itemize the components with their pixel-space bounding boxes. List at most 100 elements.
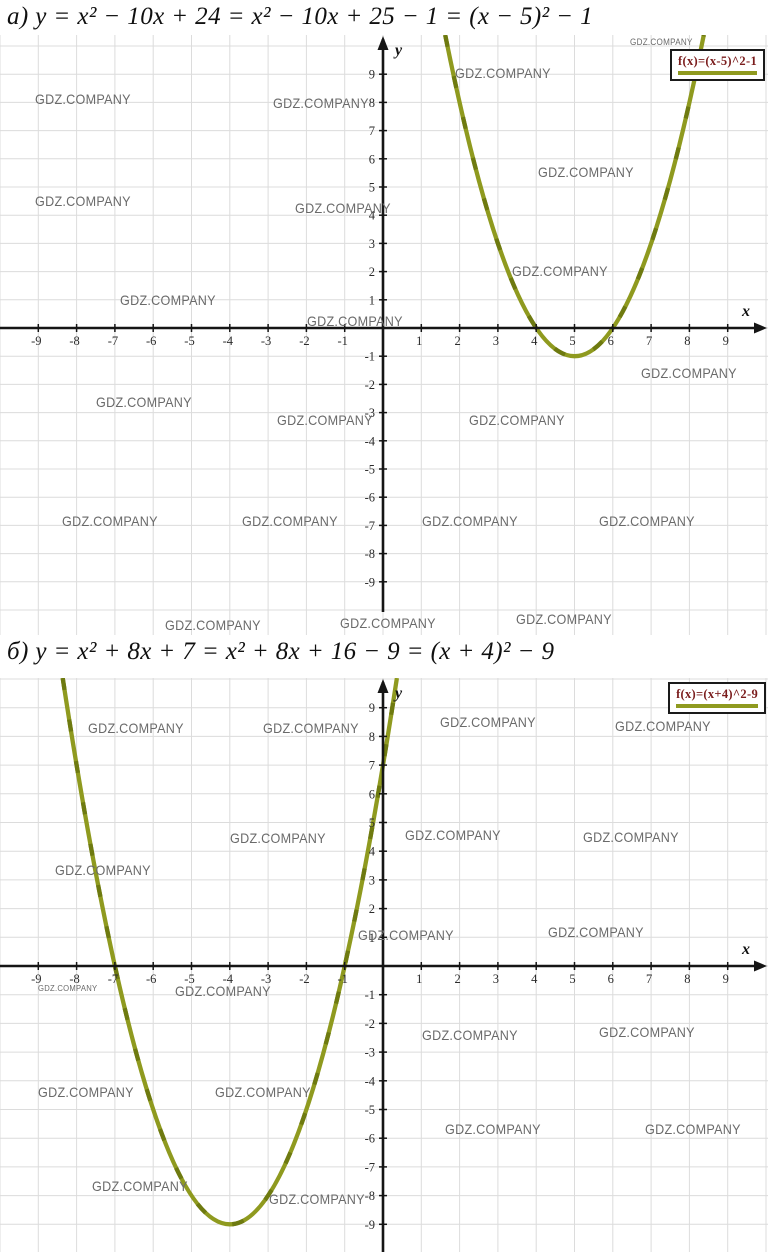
watermark: GDZ.COMPANY bbox=[215, 1084, 311, 1100]
x-tick-label: 2 bbox=[454, 972, 460, 986]
y-tick-label: -4 bbox=[365, 434, 376, 448]
y-tick-label: 8 bbox=[369, 730, 375, 744]
graph-b: -9 -8 -7 -6 -5 -4 -3 -2 -1 1 2 3 4 5 6 7 8 9 9 8 7 6 5 4 3 2 1 -1 -2… bbox=[0, 678, 768, 1252]
x-tick-label: 5 bbox=[569, 972, 575, 986]
y-tick-label: -6 bbox=[365, 1132, 375, 1146]
x-tick-label: -3 bbox=[261, 972, 271, 986]
x-tick-label: 7 bbox=[646, 972, 652, 986]
y-tick-label: -8 bbox=[365, 547, 375, 561]
watermark: GDZ.COMPANY bbox=[38, 1084, 134, 1100]
y-tick-label: -7 bbox=[365, 1160, 375, 1174]
watermark: GDZ.COMPANY bbox=[405, 827, 501, 843]
y-tick-label: -8 bbox=[365, 1189, 375, 1203]
x-axis-arrow bbox=[754, 322, 767, 334]
x-tick-label: -4 bbox=[223, 972, 234, 986]
watermark: GDZ.COMPANY bbox=[422, 1027, 518, 1043]
y-tick-label: 9 bbox=[369, 68, 375, 82]
y-tick-label: -5 bbox=[365, 1103, 375, 1117]
watermark: GDZ.COMPANY bbox=[35, 91, 131, 107]
x-tick-label: -5 bbox=[184, 334, 194, 348]
watermark: GDZ.COMPANY bbox=[615, 718, 711, 734]
x-axis-title: x bbox=[741, 941, 750, 958]
y-tick-label: 4 bbox=[369, 845, 376, 859]
watermark: GDZ.COMPANY bbox=[512, 263, 608, 279]
watermark: GDZ.COMPANY bbox=[277, 412, 373, 428]
plot-b-canvas: -9 -8 -7 -6 -5 -4 -3 -2 -1 1 2 3 4 5 6 7 8 9 9 8 7 6 5 4 3 2 1 -1 -2… bbox=[0, 678, 768, 1252]
x-tick-label: 8 bbox=[684, 972, 690, 986]
y-tick-label: 6 bbox=[369, 152, 375, 166]
watermark: GDZ.COMPANY bbox=[641, 365, 737, 381]
parabola-curve-shading bbox=[60, 678, 400, 1227]
legend-b-label: f(x)=(x+4)^2-9 bbox=[676, 687, 758, 701]
watermark: GDZ.COMPANY bbox=[599, 1024, 695, 1040]
y-tick-label: 8 bbox=[369, 96, 375, 110]
x-tick-label: -7 bbox=[108, 972, 118, 986]
y-tick-label: 4 bbox=[369, 209, 376, 223]
watermark: GDZ.COMPANY bbox=[516, 611, 612, 627]
watermark: GDZ.COMPANY bbox=[358, 927, 454, 943]
watermark: GDZ.COMPANY bbox=[548, 924, 644, 940]
watermark: GDZ.COMPANY bbox=[55, 862, 151, 878]
y-tick-label: -6 bbox=[365, 491, 375, 505]
y-axis-arrow bbox=[377, 36, 389, 50]
watermark: GDZ.COMPANY bbox=[440, 714, 536, 730]
watermark: GDZ.COMPANY bbox=[120, 292, 216, 308]
y-tick-label: 7 bbox=[369, 759, 375, 773]
x-axis-arrow bbox=[754, 960, 767, 972]
watermark: GDZ.COMPANY bbox=[242, 513, 338, 529]
x-tick-label: 9 bbox=[723, 972, 729, 986]
y-tick-label: 5 bbox=[369, 181, 375, 195]
x-tick-label: -6 bbox=[146, 334, 156, 348]
watermark: GDZ.COMPANY bbox=[88, 720, 184, 736]
y-tick-label: 6 bbox=[369, 787, 375, 801]
y-tick-label: -2 bbox=[365, 378, 375, 392]
watermark: GDZ.COMPANY bbox=[35, 193, 131, 209]
x-tick-label: 5 bbox=[569, 334, 575, 348]
graph-a: -9 -8 -7 -6 -5 -4 -3 -2 -1 1 2 3 4 5 6 7 8 9 9 8 7 6 5 4 3 2 1 -1 -2… bbox=[0, 35, 768, 635]
watermark: GDZ.COMPANY bbox=[92, 1178, 188, 1194]
x-tick-label: 7 bbox=[646, 334, 652, 348]
legend-a-label: f(x)=(x-5)^2-1 bbox=[678, 54, 757, 68]
x-tick-label: 6 bbox=[608, 334, 614, 348]
equation-a: a) y = x² − 10x + 24 = x² − 10x + 25 − 1… bbox=[7, 3, 593, 30]
watermark: GDZ.COMPANY bbox=[230, 830, 326, 846]
y-axis-arrow bbox=[377, 679, 389, 693]
watermark: GDZ.COMPANY bbox=[38, 983, 98, 993]
y-tick-label: 5 bbox=[369, 816, 375, 830]
legend-a: f(x)=(x-5)^2-1 bbox=[670, 49, 765, 81]
x-tick-label: 2 bbox=[454, 334, 460, 348]
x-tick-label: -1 bbox=[337, 334, 347, 348]
watermark: GDZ.COMPANY bbox=[455, 65, 551, 81]
y-tick-label: 2 bbox=[369, 265, 375, 279]
watermark: GDZ.COMPANY bbox=[175, 983, 271, 999]
plot-a-canvas: -9 -8 -7 -6 -5 -4 -3 -2 -1 1 2 3 4 5 6 7 8 9 9 8 7 6 5 4 3 2 1 -1 -2… bbox=[0, 35, 768, 635]
x-tick-label: -5 bbox=[184, 972, 194, 986]
y-tick-label: 1 bbox=[369, 293, 375, 307]
x-tick-label: -2 bbox=[299, 334, 309, 348]
y-axis-title: y bbox=[393, 42, 403, 59]
x-tick-label: 3 bbox=[493, 334, 499, 348]
y-axis-title: y bbox=[393, 685, 403, 702]
legend-b-color-bar bbox=[676, 704, 758, 708]
parabola-curve-shading bbox=[443, 35, 706, 359]
y-tick-label: -9 bbox=[365, 1218, 375, 1232]
y-tick-label: 2 bbox=[369, 902, 375, 916]
x-tick-label: 4 bbox=[531, 972, 538, 986]
x-tick-label: -9 bbox=[31, 334, 41, 348]
y-tick-label: 3 bbox=[369, 873, 375, 887]
watermark: GDZ.COMPANY bbox=[630, 37, 693, 47]
x-tick-label: -4 bbox=[223, 334, 234, 348]
x-axis-title: x bbox=[741, 303, 750, 320]
watermark: GDZ.COMPANY bbox=[62, 513, 158, 529]
x-tick-label: -6 bbox=[146, 972, 156, 986]
y-tick-label: -3 bbox=[365, 1046, 375, 1060]
watermark: GDZ.COMPANY bbox=[307, 313, 403, 329]
x-tick-label: -1 bbox=[337, 972, 347, 986]
x-tick-label: 8 bbox=[684, 334, 690, 348]
watermark: GDZ.COMPANY bbox=[599, 513, 695, 529]
x-tick-label: -7 bbox=[108, 334, 118, 348]
watermark: GDZ.COMPANY bbox=[469, 412, 565, 428]
x-tick-label: -8 bbox=[69, 972, 79, 986]
x-tick-label: 6 bbox=[608, 972, 614, 986]
